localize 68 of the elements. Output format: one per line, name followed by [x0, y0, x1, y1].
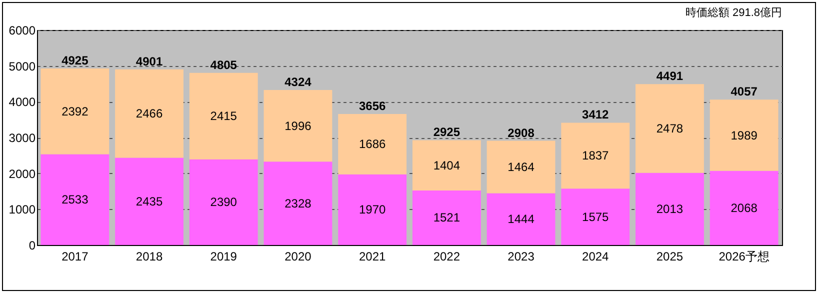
total-label: 3656 — [358, 98, 386, 113]
bar — [412, 190, 481, 245]
y-tick-label: 2000 — [8, 166, 36, 181]
data-label: 2013 — [656, 202, 684, 216]
bar — [338, 174, 407, 245]
total-label: 4491 — [656, 69, 684, 84]
bar — [189, 72, 258, 160]
x-tick-label: 2019 — [210, 250, 238, 264]
y-tick-label: 0 — [28, 238, 36, 252]
x-tick-label: 2021 — [358, 250, 386, 264]
total-label: 4057 — [730, 84, 758, 99]
y-tick-label: 3000 — [8, 131, 36, 145]
x-tick-label: 2017 — [62, 250, 89, 264]
y-tick-label: 4000 — [8, 95, 36, 110]
total-label: 3412 — [582, 108, 610, 122]
text: 時価総額 291.8億円 — [685, 6, 782, 19]
bar — [710, 100, 778, 171]
bar — [115, 158, 184, 245]
data-label: 2390 — [210, 195, 238, 210]
data-label: 2435 — [136, 194, 163, 208]
x-tick-label: 2026予想 — [718, 250, 770, 264]
data-label: 1686 — [358, 137, 386, 152]
data-label: 1404 — [433, 158, 460, 172]
x-tick-label: 2022 — [433, 250, 460, 264]
data-label: 1970 — [358, 202, 386, 217]
data-label: 2328 — [284, 196, 312, 210]
data-label: 1996 — [284, 118, 312, 133]
data-label: 1837 — [582, 148, 610, 163]
bar — [40, 68, 110, 154]
total-label: 4324 — [284, 75, 312, 90]
data-label: 2392 — [62, 104, 89, 118]
x-tick-label: 2020 — [284, 250, 312, 264]
bar — [636, 84, 704, 173]
bar — [115, 69, 184, 158]
bar — [264, 162, 332, 245]
data-label: 1521 — [433, 210, 460, 225]
bar — [710, 170, 778, 245]
total-label: 2908 — [508, 126, 535, 140]
bar — [412, 140, 481, 190]
bar — [40, 154, 110, 245]
data-label: 2533 — [62, 192, 89, 207]
data-label: 1444 — [508, 212, 535, 226]
bar — [189, 159, 258, 245]
total-label: 4901 — [136, 54, 163, 68]
total-label: 4805 — [210, 58, 238, 72]
x-tick-label: 2023 — [508, 250, 535, 264]
data-label: 1989 — [730, 128, 758, 142]
y-tick-label: 1000 — [8, 202, 36, 217]
total-label: 2925 — [433, 125, 460, 140]
bar — [338, 114, 407, 174]
y-tick-label: 5000 — [8, 59, 36, 74]
x-tick-label: 2018 — [136, 250, 163, 264]
bar — [264, 90, 332, 162]
x-tick-label: 2025 — [656, 250, 684, 264]
bar — [561, 188, 630, 245]
bar — [561, 122, 630, 189]
total-label: 4925 — [62, 54, 89, 68]
data-label: 1464 — [508, 160, 535, 174]
x-tick-label: 2024 — [582, 250, 610, 264]
bar — [636, 172, 704, 245]
y-tick-label: 6000 — [8, 24, 36, 38]
data-label: 1575 — [582, 210, 610, 224]
data-label: 2466 — [136, 106, 163, 121]
bar — [486, 140, 556, 194]
data-label: 2478 — [656, 121, 684, 136]
bar — [486, 193, 556, 245]
data-label: 2415 — [210, 109, 238, 124]
data-label: 2068 — [730, 200, 758, 215]
